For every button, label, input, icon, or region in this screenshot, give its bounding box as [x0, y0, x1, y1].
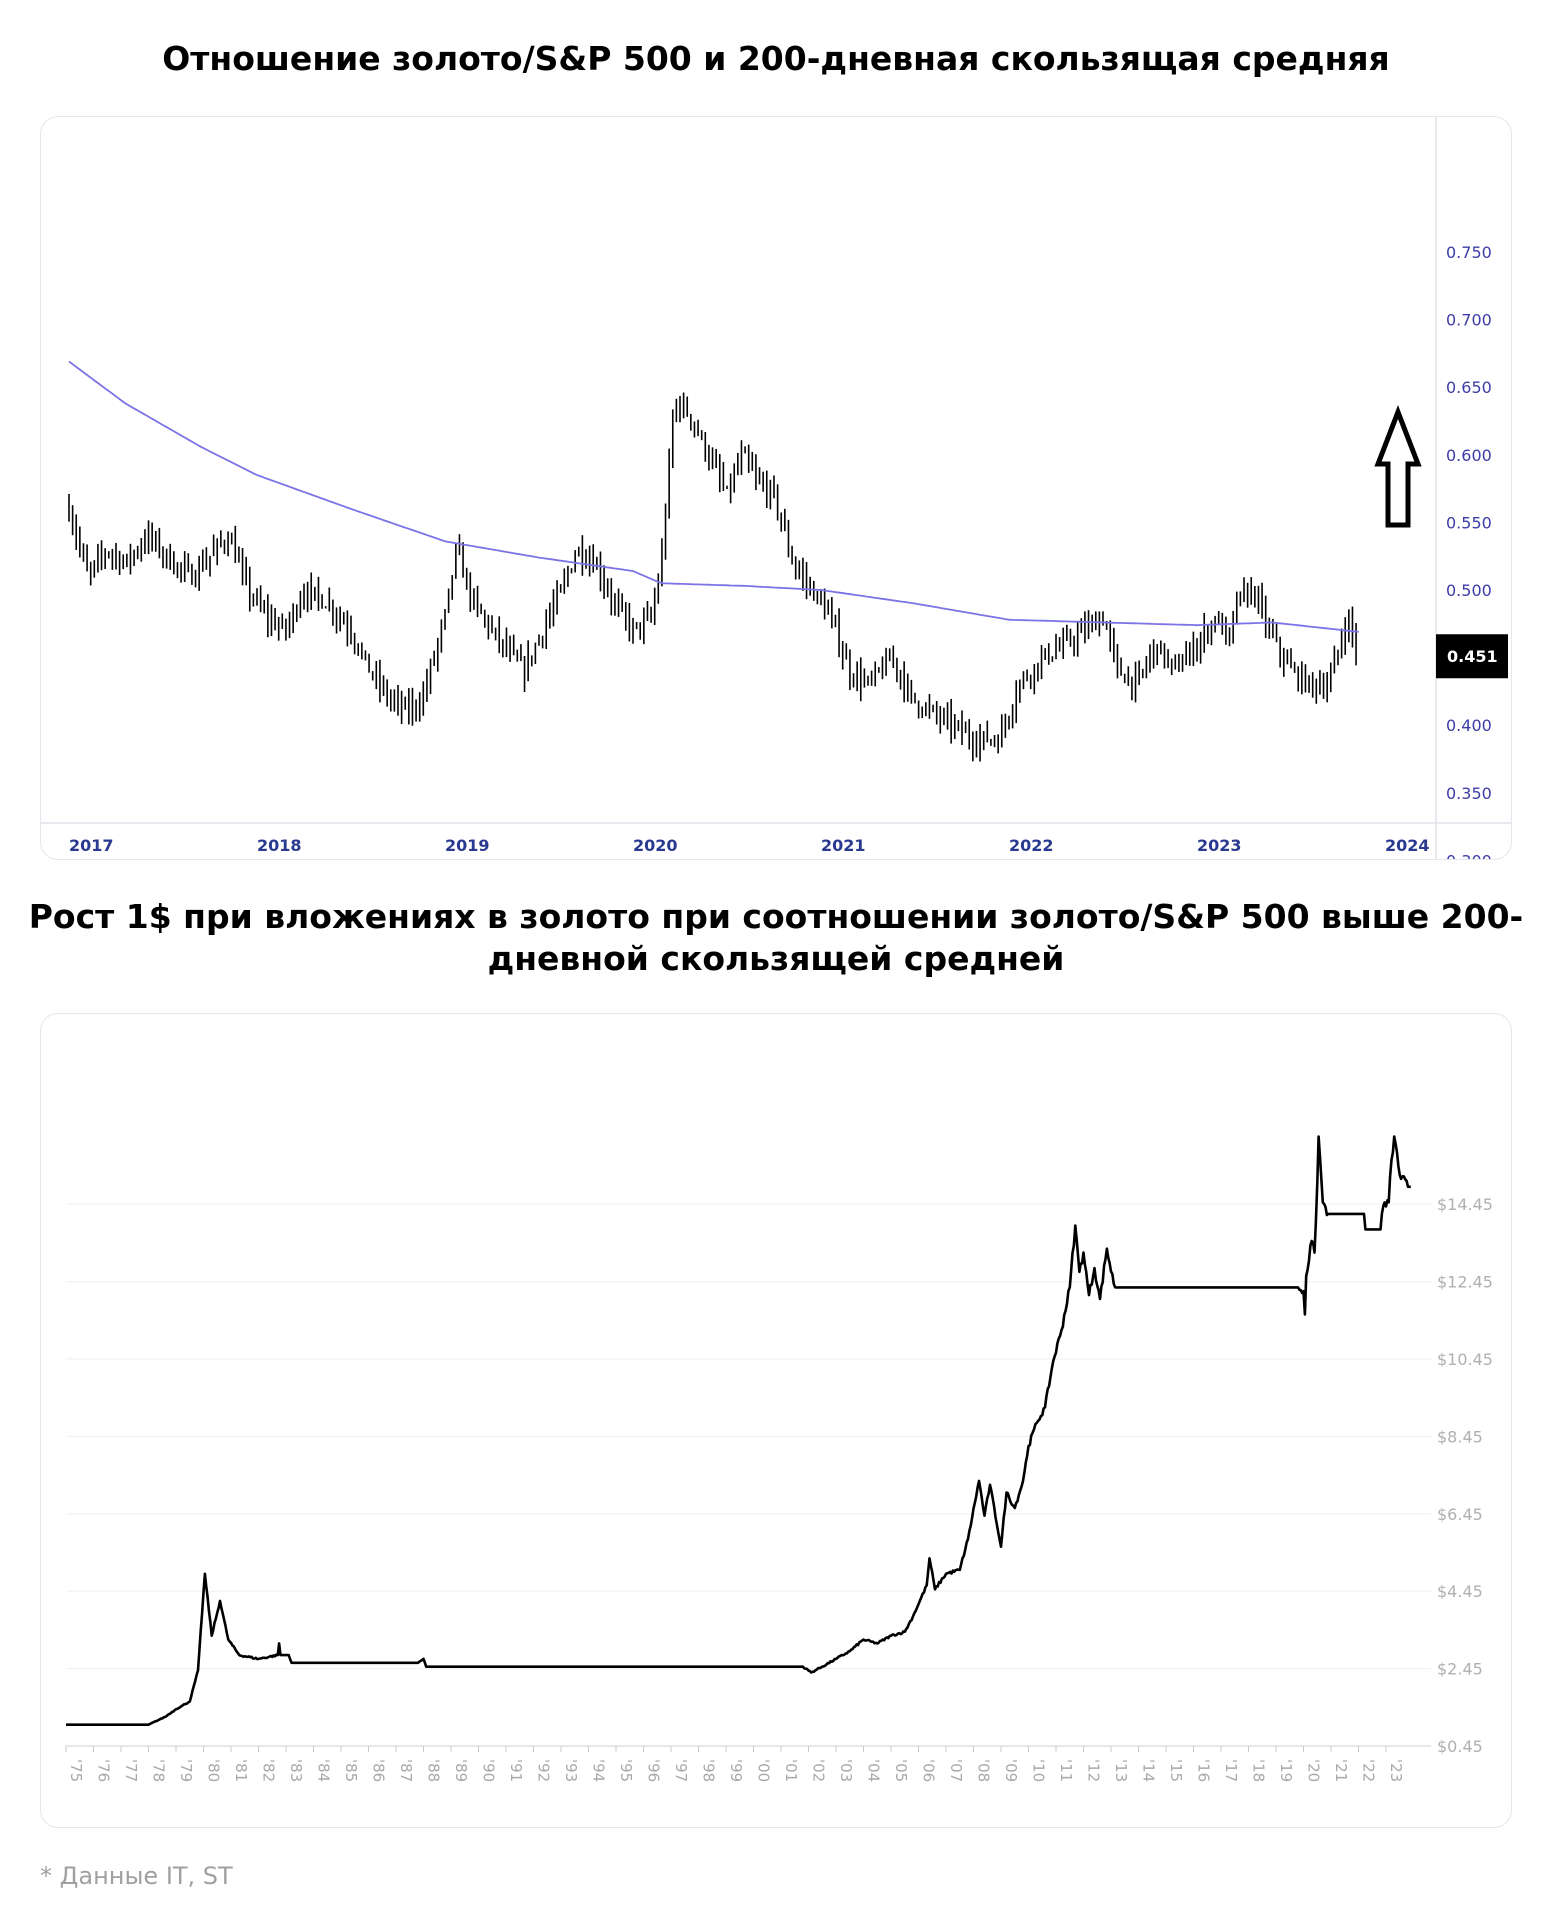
y-tick-label: $0.45: [1437, 1737, 1483, 1756]
x-tick-label: '15: [1167, 1759, 1185, 1782]
x-tick-label: '00: [755, 1759, 773, 1782]
up-arrow-icon: [1374, 405, 1422, 528]
x-tick-label: '86: [370, 1759, 388, 1782]
x-tick-label: '08: [975, 1759, 993, 1782]
x-tick-label: 2024: [1385, 836, 1430, 855]
x-tick-label: '87: [397, 1759, 415, 1782]
x-tick-label: 2018: [257, 836, 302, 855]
y-tick-label: $6.45: [1437, 1505, 1483, 1524]
y-tick-label: $4.45: [1437, 1582, 1483, 1601]
x-tick-label: '13: [1112, 1759, 1130, 1782]
x-tick-label: '89: [452, 1759, 470, 1782]
y-tick-label: $14.45: [1437, 1195, 1493, 1214]
y-tick-label: 0.650: [1446, 378, 1492, 397]
x-tick-label: '85: [342, 1759, 360, 1782]
x-tick-label: '90: [480, 1759, 498, 1782]
y-tick-label: 0.700: [1446, 311, 1492, 330]
x-tick-label: '05: [892, 1759, 910, 1782]
x-tick-label: '07: [947, 1759, 965, 1782]
y-tick-label: 0.550: [1446, 513, 1492, 532]
x-tick-label: '01: [782, 1759, 800, 1782]
x-tick-label: '03: [837, 1759, 855, 1782]
x-tick-label: '93: [562, 1759, 580, 1782]
x-tick-label: '10: [1030, 1759, 1048, 1782]
x-tick-label: '76: [95, 1759, 113, 1782]
growth-line: [66, 1135, 1411, 1726]
price-series: [68, 392, 1357, 762]
x-tick-label: '23: [1387, 1759, 1405, 1782]
chart-2-title: Рост 1$ при вложениях в золото при соотн…: [28, 897, 1524, 978]
last-value-label: 0.451: [1447, 647, 1498, 666]
x-tick-label: '12: [1085, 1759, 1103, 1782]
x-tick-label: '75: [67, 1759, 85, 1782]
x-tick-label: '17: [1222, 1759, 1240, 1782]
ratio-chart-panel: 0.7500.7000.6500.6000.5500.5000.4500.400…: [40, 116, 1512, 860]
x-tick-label: '94: [590, 1759, 608, 1782]
y-tick-label: 0.600: [1446, 446, 1492, 465]
y-tick-label: 0.500: [1446, 581, 1492, 600]
ratio-chart: 0.7500.7000.6500.6000.5500.5000.4500.400…: [41, 117, 1511, 859]
x-tick-label: '80: [205, 1759, 223, 1782]
growth-chart-panel: $14.45 $12.45 $10.45 $8.45 $6.45 $4.45 $2.45 $0…: [40, 1013, 1512, 1828]
x-tick-label: '84: [315, 1759, 333, 1782]
x-tick-label: '09: [1002, 1759, 1020, 1782]
last-value-badge: [1436, 634, 1508, 679]
x-tick-label: '19: [1277, 1759, 1295, 1782]
y-tick-label: 0.350: [1446, 784, 1492, 803]
x-tick-label: '98: [700, 1759, 718, 1782]
y-tick-label: $2.45: [1437, 1660, 1483, 1679]
y-tick-label: $10.45: [1437, 1350, 1493, 1369]
x-tick-label: 2019: [445, 836, 490, 855]
x-tick-label: '99: [727, 1759, 745, 1782]
y-tick-label: 0.300: [1446, 851, 1492, 859]
x-tick-label: '88: [425, 1759, 443, 1782]
x-tick-label: '77: [122, 1759, 140, 1782]
x-tick-label: '82: [260, 1759, 278, 1782]
x-tick-label: 2022: [1009, 836, 1054, 855]
x-tick-label: '18: [1250, 1759, 1268, 1782]
x-tick-label: '21: [1332, 1759, 1350, 1782]
y-tick-label: 0.400: [1446, 716, 1492, 735]
x-tick-label: '96: [645, 1759, 663, 1782]
x-tick-label: 2021: [821, 836, 866, 855]
footnote: * Данные IT, ST: [40, 1862, 233, 1890]
y-tick-label: 0.750: [1446, 243, 1492, 262]
y-tick-label: $8.45: [1437, 1427, 1483, 1446]
y-tick-label: $12.45: [1437, 1273, 1493, 1292]
x-tick-label: '91: [507, 1759, 525, 1782]
x-tick-label: '92: [535, 1759, 553, 1782]
x-tick-label: '97: [672, 1759, 690, 1782]
x-tick-label: '14: [1140, 1759, 1158, 1782]
x-tick-label: '04: [865, 1759, 883, 1782]
x-tick-label: '11: [1057, 1759, 1075, 1782]
x-tick-label: '81: [232, 1759, 250, 1782]
x-tick-label: '22: [1360, 1759, 1378, 1782]
x-tick-label: '83: [287, 1759, 305, 1782]
x-tick-label: '06: [920, 1759, 938, 1782]
x-tick-label: '78: [150, 1759, 168, 1782]
x-tick-label: 2023: [1197, 836, 1242, 855]
x-tick-label: '16: [1195, 1759, 1213, 1782]
moving-average-line: [68, 360, 1359, 633]
x-tick-label: '02: [810, 1759, 828, 1782]
x-tick-label: 2017: [69, 836, 114, 855]
growth-chart: $14.45 $12.45 $10.45 $8.45 $6.45 $4.45 $2.45 $0…: [65, 1135, 1493, 1782]
chart-1-title: Отношение золото/S&P 500 и 200-дневная с…: [162, 39, 1390, 78]
x-tick-label: '79: [177, 1759, 195, 1782]
x-tick-label: '20: [1305, 1759, 1323, 1782]
x-tick-label: 2020: [633, 836, 678, 855]
x-tick-label: '95: [617, 1759, 635, 1782]
